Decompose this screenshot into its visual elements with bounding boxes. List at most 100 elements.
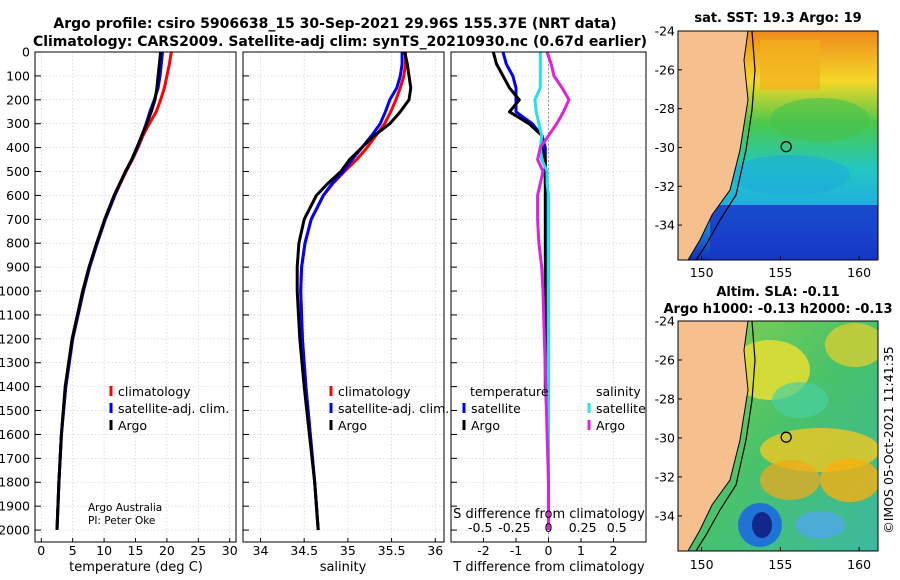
legend-salinity: climatology satellite-adj. clim. Argo xyxy=(329,384,449,433)
t-diff-tick-label: 0 xyxy=(545,543,553,558)
map-lat-label: -30 xyxy=(655,140,675,155)
timestamp-stamp: ©IMOS 05-Oct-2021 11:41:35 xyxy=(881,346,896,534)
s-diff-tick-label: 0.25 xyxy=(569,520,597,535)
t-diff-tick-label: -1 xyxy=(510,543,522,558)
map-lat-label: -30 xyxy=(655,430,675,445)
difference-ticks: -2 -1 0 1 2 -0.5 -0.25 0 0.25 0.5 xyxy=(468,520,627,558)
difference-series xyxy=(491,52,571,530)
depth-tick-label: 1600 xyxy=(0,427,30,442)
x-tick-label: 34 xyxy=(253,543,269,558)
salinity-axes xyxy=(242,51,445,543)
depth-tick-label: 900 xyxy=(6,260,30,275)
s-diff-tick-label: 0 xyxy=(545,520,553,535)
legend-temperature: climatology satellite-adj. clim. Argo xyxy=(109,384,229,433)
map-lat-label: -34 xyxy=(655,218,675,233)
temperature-grid xyxy=(35,51,236,542)
legend-climatology-s: climatology xyxy=(338,384,411,399)
legend-s-argo: Argo xyxy=(596,418,625,433)
sst-map-title: sat. SST: 19.3 Argo: 19 xyxy=(694,11,861,26)
sla-map-title: Altim. SLA: -0.11 xyxy=(716,285,839,300)
legend-satellite-s: satellite-adj. clim. xyxy=(338,401,449,416)
depth-tick-label: 300 xyxy=(6,116,30,131)
s-difference-xlabel: S difference from climatology xyxy=(453,507,645,522)
salinity-xlabel: salinity xyxy=(320,560,367,575)
map-lat-label: -24 xyxy=(655,24,675,39)
map-lat-label: -34 xyxy=(655,508,675,523)
depth-tick-label: 500 xyxy=(6,164,30,179)
s-diff-tick-label: -0.5 xyxy=(468,520,492,535)
legend-difference: temperature salinity satellite Argo sate… xyxy=(462,384,646,433)
sla-map xyxy=(678,321,878,551)
x-tick-label: 15 xyxy=(128,543,144,558)
temperature-ticks: 0 5 10 15 20 25 30 xyxy=(37,538,238,558)
map-lon-label: 150 xyxy=(690,265,714,280)
difference-xlabel: T difference from climatology xyxy=(452,560,645,575)
map-lat-label: -28 xyxy=(655,101,675,116)
map-lat-label: -24 xyxy=(655,314,675,329)
depth-tick-label: 2000 xyxy=(0,523,30,538)
t-diff-tick-label: -2 xyxy=(477,543,489,558)
x-tick-label: 20 xyxy=(159,543,175,558)
map-lon-label: 160 xyxy=(847,265,871,280)
depth-tick-label: 1800 xyxy=(0,475,30,490)
x-tick-label: 30 xyxy=(222,543,238,558)
depth-tick-label: 1400 xyxy=(0,379,30,394)
legend-s-satellite: satellite xyxy=(596,401,646,416)
sst-map xyxy=(678,31,878,260)
legend-argo-s: Argo xyxy=(338,418,367,433)
s-diff-tick-label: 0.5 xyxy=(607,520,627,535)
figure-title-line1: Argo profile: csiro 5906638_15 30-Sep-20… xyxy=(53,16,616,32)
depth-tick-label: 200 xyxy=(6,92,30,107)
depth-tick-label: 700 xyxy=(6,212,30,227)
map-lat-label: -26 xyxy=(655,352,675,367)
x-tick-label: 0 xyxy=(37,543,45,558)
map-lat-label: -26 xyxy=(655,62,675,77)
temperature-xlabel: temperature (deg C) xyxy=(69,560,203,575)
depth-tick-label: 1900 xyxy=(0,499,30,514)
salinity-ticks: 34 34.5 35 35.5 36 xyxy=(253,538,443,558)
sla-map-axes xyxy=(677,320,879,552)
x-tick-label: 35 xyxy=(340,543,356,558)
series-argo xyxy=(55,52,163,531)
map-lat-label: -32 xyxy=(655,469,675,484)
legend-salinity-head: salinity xyxy=(596,384,641,399)
legend-argo: Argo xyxy=(118,418,147,433)
sst-map-ticks: 150 155 160 -24 -26 -28 -30 -32 -34 xyxy=(655,24,872,281)
series-argo xyxy=(295,52,413,531)
depth-tick-label: 1100 xyxy=(0,307,30,322)
depth-tick-label: 1200 xyxy=(0,331,30,346)
depth-tick-label: 800 xyxy=(6,236,30,251)
map-lat-label: -28 xyxy=(655,391,675,406)
t-diff-tick-label: 1 xyxy=(577,543,585,558)
map-lon-label: 150 xyxy=(690,557,714,572)
x-tick-label: 35.5 xyxy=(378,543,406,558)
x-tick-label: 36 xyxy=(427,543,443,558)
depth-tick-label: 1700 xyxy=(0,451,30,466)
depth-tick-label: 0 xyxy=(22,45,30,60)
sla-map-subtitle: Argo h1000: -0.13 h2000: -0.13 xyxy=(663,302,892,317)
map-lon-label: 160 xyxy=(847,557,871,572)
figure-title-line2: Climatology: CARS2009. Satellite-adj cli… xyxy=(33,34,647,50)
sla-map-ticks: 150 155 160 -24 -26 -28 -30 -32 -34 xyxy=(655,314,872,573)
temperature-series xyxy=(55,52,173,531)
x-tick-label: 10 xyxy=(96,543,112,558)
legend-t-argo: Argo xyxy=(471,418,500,433)
series-s-satellite xyxy=(533,52,550,530)
depth-tick-label: 1000 xyxy=(0,284,30,299)
depth-tick-label: 100 xyxy=(6,68,30,83)
x-tick-label: 25 xyxy=(190,543,206,558)
legend-climatology: climatology xyxy=(118,384,191,399)
depth-tick-label: 1500 xyxy=(0,403,30,418)
sst-map-axes xyxy=(677,30,879,261)
salinity-series xyxy=(295,52,413,531)
sst-float-marker xyxy=(780,141,792,153)
depth-tick-label: 1300 xyxy=(0,355,30,370)
sla-land xyxy=(678,321,748,551)
credit-line2: PI: Peter Oke xyxy=(88,515,155,527)
x-tick-label: 34.5 xyxy=(290,543,318,558)
map-lon-label: 155 xyxy=(768,265,792,280)
s-diff-tick-label: -0.25 xyxy=(498,520,530,535)
series-s-argo xyxy=(536,52,571,530)
x-tick-label: 5 xyxy=(69,543,77,558)
